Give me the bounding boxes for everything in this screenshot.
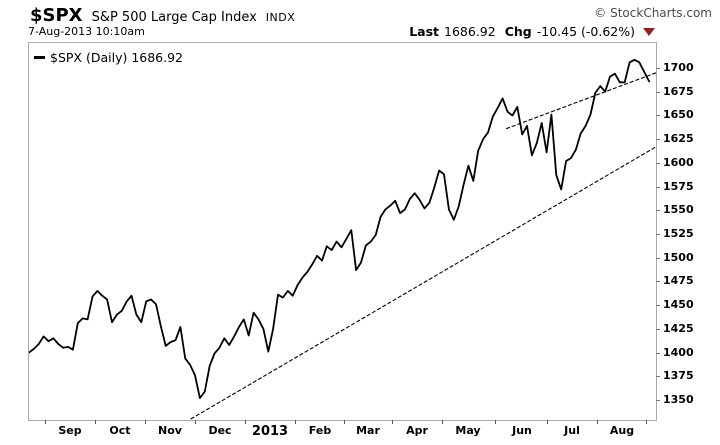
y-axis-label: 1525 — [663, 227, 694, 240]
y-axis: 1700 1675 1650 1625 1600 1575 1550 1525 1500 1475… — [656, 42, 718, 421]
x-axis-tick — [495, 420, 496, 424]
y-axis-tick — [656, 353, 660, 354]
x-axis-tick — [344, 420, 345, 424]
x-axis-tick — [195, 420, 196, 424]
x-axis-label-jun: Jun — [512, 424, 532, 437]
y-axis-tick — [656, 376, 660, 377]
x-axis-tick — [95, 420, 96, 424]
y-axis-label: 1600 — [663, 156, 694, 169]
x-axis-label-2013: 2013 — [251, 424, 289, 439]
y-axis-label: 1375 — [663, 369, 694, 382]
x-axis-tick — [442, 420, 443, 424]
chg-value: -10.45 (-0.62%) — [536, 24, 635, 39]
x-axis-tick — [392, 420, 393, 424]
x-axis-label-mar: Mar — [356, 424, 380, 437]
x-axis-label-nov: Nov — [158, 424, 182, 437]
lower-support-trendline — [190, 146, 656, 420]
last-value: 1686.92 — [444, 24, 496, 39]
symbol-label: $SPX — [30, 5, 83, 26]
x-axis-tick — [295, 420, 296, 424]
y-axis-label: 1650 — [663, 108, 694, 121]
y-axis-label: 1450 — [663, 298, 694, 311]
price-plot-area: $SPX (Daily) 1686.92 — [28, 42, 657, 421]
price-line-svg — [29, 58, 656, 420]
chart-legend: $SPX (Daily) 1686.92 — [34, 50, 183, 65]
legend-text: $SPX (Daily) 1686.92 — [50, 50, 184, 65]
x-axis-label-dec: Dec — [208, 424, 232, 437]
y-axis-label: 1550 — [663, 203, 694, 216]
chg-label: Chg — [504, 24, 532, 39]
y-axis-tick — [656, 305, 660, 306]
y-axis-label: 1500 — [663, 251, 694, 264]
y-axis-tick — [656, 234, 660, 235]
index-name-label: S&P 500 Large Cap Index — [91, 10, 257, 25]
x-axis-label-apr: Apr — [406, 424, 428, 437]
x-axis-tick — [646, 420, 647, 424]
legend-line-swatch-icon — [34, 56, 45, 59]
stockcharts-copyright-link[interactable]: © StockCharts.com — [594, 6, 712, 20]
y-axis-tick — [656, 400, 660, 401]
y-axis-tick — [656, 258, 660, 259]
exchange-label: INDX — [265, 11, 296, 24]
x-axis-label-jul: Jul — [564, 424, 580, 437]
y-axis-label: 1425 — [663, 322, 694, 335]
x-axis-label-sep: Sep — [58, 424, 82, 437]
y-axis-label: 1400 — [663, 346, 694, 359]
y-axis-tick — [656, 187, 660, 188]
x-axis: Sep Oct Nov Dec 2013 Feb Mar Apr May Jun Jul Aug — [28, 420, 657, 444]
y-axis-tick — [656, 210, 660, 211]
y-axis-label: 1625 — [663, 132, 694, 145]
y-axis-label: 1700 — [663, 61, 694, 74]
y-axis-label: 1350 — [663, 393, 694, 406]
x-axis-tick — [145, 420, 146, 424]
y-axis-label: 1475 — [663, 274, 694, 287]
upper-resistance-trendline — [505, 72, 656, 130]
y-axis-label: 1575 — [663, 180, 694, 193]
y-axis-tick — [656, 329, 660, 330]
y-axis-tick — [656, 139, 660, 140]
x-axis-tick — [597, 420, 598, 424]
quote-row: Last 1686.92 Chg -10.45 (-0.62%) — [409, 24, 655, 39]
y-axis-tick — [656, 92, 660, 93]
x-axis-label-oct: Oct — [109, 424, 131, 437]
x-axis-label-feb: Feb — [308, 424, 332, 437]
y-axis-tick — [656, 163, 660, 164]
y-axis-tick — [656, 115, 660, 116]
y-axis-label: 1675 — [663, 85, 694, 98]
down-triangle-icon — [643, 27, 655, 36]
x-axis-label-aug: Aug — [609, 424, 635, 437]
y-axis-tick — [656, 68, 660, 69]
chart-datetime-label: 7-Aug-2013 10:10am — [28, 25, 145, 38]
chart-title-row: $SPX S&P 500 Large Cap Index INDX — [30, 5, 295, 26]
x-axis-tick — [45, 420, 46, 424]
y-axis-tick — [656, 281, 660, 282]
x-axis-tick — [245, 420, 246, 424]
x-axis-tick — [547, 420, 548, 424]
spx-price-line — [29, 58, 650, 400]
last-label: Last — [409, 24, 440, 39]
x-axis-label-may: May — [455, 424, 481, 437]
